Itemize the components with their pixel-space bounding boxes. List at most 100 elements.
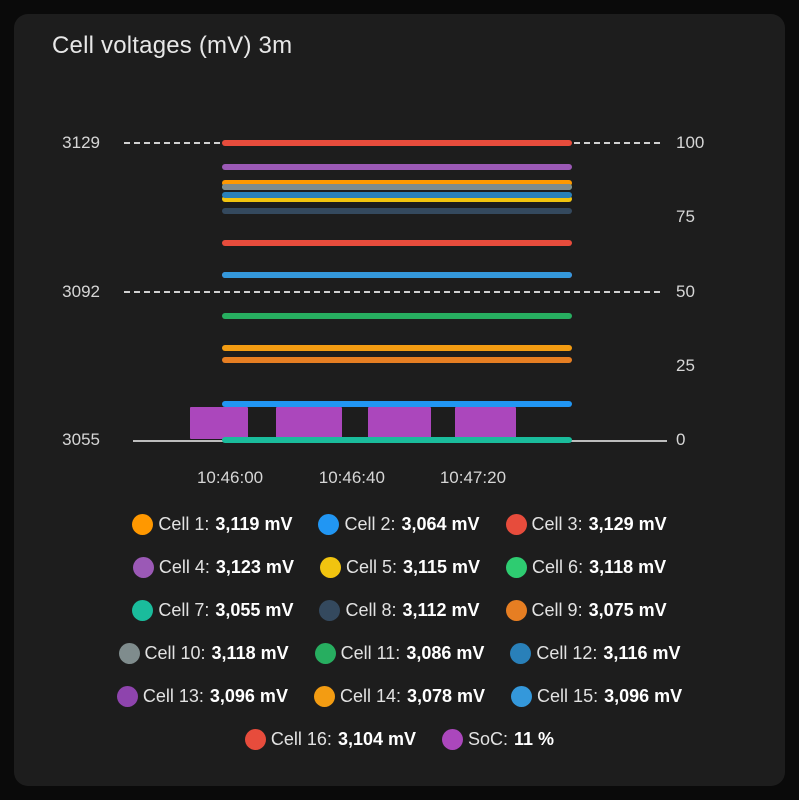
legend-item-cell-13[interactable]: Cell 13: 3,096 mV <box>116 685 288 707</box>
legend-label: Cell 10: <box>144 642 206 663</box>
legend-label: Cell 14: <box>339 685 401 706</box>
legend-item-cell-6[interactable]: Cell 6: 3,118 mV <box>506 556 667 578</box>
legend-item-cell-12[interactable]: Cell 12: 3,116 mV <box>510 642 681 664</box>
voltage-chart: 3129 3092 3055 100 75 50 25 0 10:46:00 10:46:40 10… <box>14 14 785 786</box>
legend-value: 3,115 mV <box>402 556 481 577</box>
legend-swatch-cell-16-icon <box>244 728 266 750</box>
series-line-cell-8 <box>222 208 572 215</box>
y-axis-left-tick-3092: 3092 <box>62 281 100 301</box>
y-axis-right-tick-50: 50 <box>676 281 695 301</box>
legend-row: Cell 4: 3,123 mV Cell 5: 3,115 mV Cell 6: 3,1… <box>14 551 785 583</box>
legend-item-cell-5[interactable]: Cell 5: 3,115 mV <box>319 556 481 578</box>
series-line-cell-4 <box>222 164 572 171</box>
legend-swatch-cell-8-icon <box>319 599 341 621</box>
legend-item-cell-2[interactable]: Cell 2: 3,064 mV <box>318 513 480 535</box>
legend-row: Cell 16: 3,104 mV SoC: 11 % <box>14 723 785 755</box>
legend-label: Cell 8: <box>345 599 397 620</box>
soc-bar-2 <box>276 407 342 439</box>
legend-swatch-cell-10-icon <box>118 642 140 664</box>
series-line-cell-2 <box>222 400 572 407</box>
legend-value: 3,096 mV <box>604 685 683 706</box>
legend-label: SoC: <box>468 728 509 749</box>
legend-value: 3,096 mV <box>209 685 288 706</box>
legend-row: Cell 10: 3,118 mV Cell 11: 3,086 mV Cell 12:… <box>14 637 785 669</box>
series-line-cell-14 <box>222 344 572 351</box>
legend-label: Cell 11: <box>340 642 401 663</box>
legend-item-cell-11[interactable]: Cell 11: 3,086 mV <box>314 642 485 664</box>
legend-item-cell-14[interactable]: Cell 14: 3,078 mV <box>313 685 486 707</box>
card-title: Cell voltages (mV) 3m <box>52 32 293 59</box>
y-axis-right-tick-0: 0 <box>676 430 686 449</box>
legend-value: 3,086 mV <box>406 642 485 663</box>
legend-label: Cell 2: <box>344 513 396 534</box>
legend-value: 3,064 mV <box>401 513 480 534</box>
legend-swatch-cell-4-icon <box>132 556 154 578</box>
legend-item-cell-1[interactable]: Cell 1: 3,119 mV <box>132 513 293 535</box>
y-axis-right-tick-100: 100 <box>676 133 705 152</box>
y-axis-right-tick-25: 25 <box>676 355 695 375</box>
series-line-cell-7 <box>222 437 572 443</box>
legend-swatch-cell-7-icon <box>132 599 154 621</box>
legend-item-cell-3[interactable]: Cell 3: 3,129 mV <box>505 513 667 535</box>
y-axis-left-tick-3055: 3055 <box>62 430 100 449</box>
legend-label: Cell 9: <box>531 599 583 620</box>
legend-swatch-cell-13-icon <box>116 685 138 707</box>
series-line-cell-15 <box>222 272 572 279</box>
legend-swatch-cell-2-icon <box>318 513 340 535</box>
legend-row: Cell 1: 3,119 mV Cell 2: 3,064 mV Cell 3: 3,1… <box>14 508 785 540</box>
legend-label: Cell 7: <box>158 599 210 620</box>
legend-swatch-cell-3-icon <box>505 513 527 535</box>
y-axis-right-tick-75: 75 <box>676 207 695 227</box>
legend-value: 3,104 mV <box>337 728 416 749</box>
series-line-cell-5 <box>222 196 572 203</box>
legend-value: 3,116 mV <box>603 642 681 663</box>
series-line-cell-16 <box>222 240 572 247</box>
legend-value: 3,075 mV <box>588 599 667 620</box>
legend-label: Cell 16: <box>270 728 332 749</box>
legend-value: 3,118 mV <box>589 556 667 577</box>
legend-swatch-cell-9-icon <box>505 599 527 621</box>
legend-label: Cell 12: <box>536 642 598 663</box>
legend-item-cell-7[interactable]: Cell 7: 3,055 mV <box>132 599 294 621</box>
legend-swatch-cell-1-icon <box>132 513 154 535</box>
series-line-cell-1 <box>222 180 572 187</box>
legend-swatch-cell-5-icon <box>319 556 341 578</box>
legend-value: 3,123 mV <box>215 556 294 577</box>
legend-item-cell-4[interactable]: Cell 4: 3,123 mV <box>132 556 294 578</box>
series-line-cell-11 <box>222 312 572 319</box>
legend-label: Cell 3: <box>531 513 583 534</box>
y-axis-left-tick-3129: 3129 <box>62 133 100 152</box>
legend-value: 3,119 mV <box>215 513 293 534</box>
legend-row: Cell 13: 3,096 mV Cell 14: 3,078 mV Cell 15:… <box>14 680 785 712</box>
legend-label: Cell 4: <box>158 556 210 577</box>
legend-value: 3,112 mV <box>402 599 480 620</box>
legend-item-cell-16[interactable]: Cell 16: 3,104 mV <box>244 728 416 750</box>
legend-item-cell-8[interactable]: Cell 8: 3,112 mV <box>319 599 480 621</box>
legend-item-cell-9[interactable]: Cell 9: 3,075 mV <box>505 599 667 621</box>
legend-swatch-cell-12-icon <box>510 642 532 664</box>
gridline-3092 <box>124 290 660 293</box>
legend-value: 3,055 mV <box>215 599 294 620</box>
legend-swatch-cell-11-icon <box>314 642 336 664</box>
legend-swatch-cell-15-icon <box>511 685 533 707</box>
legend-label: Cell 13: <box>142 685 204 706</box>
series-line-cell-3 <box>222 140 572 146</box>
x-axis-tick-2: 10:46:40 <box>318 468 385 487</box>
legend-label: Cell 6: <box>532 556 584 577</box>
legend-swatch-cell-14-icon <box>313 685 335 707</box>
legend-value: 3,129 mV <box>588 513 667 534</box>
cell-voltages-card: Cell voltages (mV) 3m 3129 3092 3055 100 75 5… <box>14 14 785 786</box>
legend-label: Cell 15: <box>537 685 599 706</box>
series-line-cell-9 <box>222 356 572 363</box>
x-axis-tick-1: 10:46:00 <box>196 468 264 487</box>
legend-item-cell-15[interactable]: Cell 15: 3,096 mV <box>511 685 683 707</box>
legend-value: 3,118 mV <box>211 642 289 663</box>
chart-legend: Cell 1: 3,119 mV Cell 2: 3,064 mV Cell 3: 3,1… <box>14 508 785 766</box>
soc-bar-4 <box>455 407 516 439</box>
series-line-cell-12 <box>222 192 572 199</box>
series-line-cell-10 <box>222 184 572 191</box>
legend-value: 3,078 mV <box>406 685 486 706</box>
legend-item-cell-10[interactable]: Cell 10: 3,118 mV <box>118 642 289 664</box>
legend-item-soc[interactable]: SoC: 11 % <box>442 728 554 750</box>
soc-bar-3 <box>368 407 431 439</box>
